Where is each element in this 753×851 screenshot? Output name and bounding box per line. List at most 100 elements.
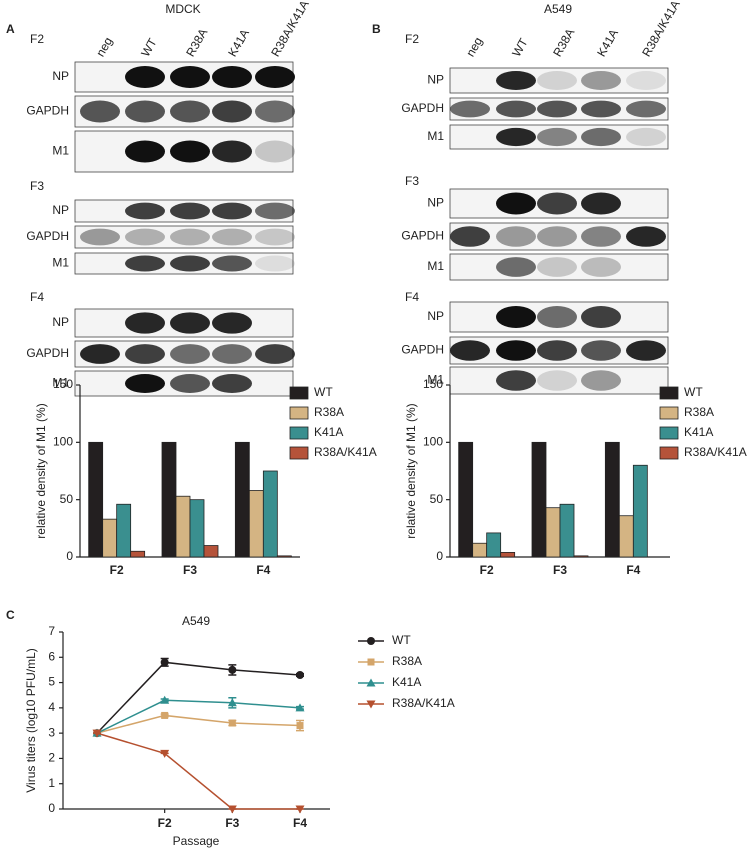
lane-label: WT <box>509 35 531 59</box>
blot-frame <box>74 225 294 249</box>
blot-band <box>212 140 252 163</box>
blot-band <box>496 340 536 361</box>
legend-marker <box>366 700 376 709</box>
legend-marker <box>367 637 375 645</box>
lane-label: R38A/K41A <box>639 0 682 59</box>
marker <box>227 698 237 707</box>
lane-label: R38A <box>550 26 577 59</box>
bar <box>189 499 205 558</box>
y-tick-label: 0 <box>48 801 55 815</box>
blot-band <box>212 344 252 364</box>
lane-label: K41A <box>225 27 252 59</box>
y-tick-label: 100 <box>53 435 73 449</box>
bar <box>632 464 648 558</box>
blot-band <box>581 370 621 391</box>
blot-band <box>255 202 295 220</box>
blot-band <box>170 228 210 246</box>
blot-band <box>125 344 165 364</box>
x-tick-label: F4 <box>256 563 270 577</box>
bar <box>102 518 118 558</box>
bar <box>161 441 177 558</box>
row-label: NP <box>427 196 444 210</box>
legend-label: R38A <box>684 405 714 419</box>
lane-label: WT <box>138 35 160 59</box>
legend-label: WT <box>392 633 411 647</box>
blot-band <box>450 226 490 247</box>
blot-frame <box>449 67 669 94</box>
bar <box>262 470 278 558</box>
y-tick-label: 4 <box>48 700 55 714</box>
legend-label: R38A/K41A <box>392 696 455 710</box>
blot-band <box>581 100 621 118</box>
legend-label: WT <box>684 385 703 399</box>
series-line <box>96 732 300 810</box>
row-label: M1 <box>427 259 444 273</box>
legend-label: WT <box>314 385 333 399</box>
legend-swatch <box>289 386 309 400</box>
bar <box>175 495 191 558</box>
bar <box>618 515 634 558</box>
y-tick-label: 150 <box>423 377 443 391</box>
blot-band <box>170 100 210 123</box>
blot-band <box>537 127 577 147</box>
legend-label: R38A <box>392 654 422 668</box>
legend-swatch <box>659 386 679 400</box>
x-tick-label: F3 <box>553 563 567 577</box>
blot-band <box>255 255 295 272</box>
y-tick-label: 50 <box>60 492 74 506</box>
blot-band <box>125 202 165 220</box>
row-label: GAPDH <box>26 104 69 118</box>
marker <box>161 711 169 719</box>
bar <box>604 441 620 558</box>
row-label: GAPDH <box>26 346 69 360</box>
y-tick-label: 100 <box>423 435 443 449</box>
bar <box>116 503 132 558</box>
blot-band <box>125 140 165 163</box>
marker <box>295 703 305 712</box>
legend-label: K41A <box>684 425 713 439</box>
bar <box>248 490 264 558</box>
blot-band <box>212 255 252 272</box>
blot-band <box>170 140 210 163</box>
bar <box>472 542 488 558</box>
row-label: NP <box>427 309 444 323</box>
x-axis-label: Passage <box>173 834 220 848</box>
panel-title: MDCK <box>165 2 200 16</box>
blot-band <box>496 370 536 391</box>
panel-letter: A <box>6 22 15 36</box>
blot-band <box>212 228 252 246</box>
blot-band <box>125 374 165 393</box>
row-label: M1 <box>427 129 444 143</box>
group-label: F3 <box>30 179 44 193</box>
blot-band <box>255 228 295 246</box>
bar <box>573 555 589 558</box>
blot-band <box>537 370 577 391</box>
row-label: NP <box>52 203 69 217</box>
x-tick-label: F2 <box>480 563 494 577</box>
row-label: NP <box>427 73 444 87</box>
y-tick-label: 1 <box>48 776 55 790</box>
blot-band <box>80 100 120 123</box>
blot-band <box>581 192 621 215</box>
blot-band <box>125 66 165 88</box>
blot-band <box>626 71 666 90</box>
blot-band <box>581 340 621 361</box>
chart-title: A549 <box>182 614 210 628</box>
y-tick-label: 0 <box>66 549 73 563</box>
bar <box>276 555 292 558</box>
x-tick-label: F3 <box>225 816 239 830</box>
marker <box>228 665 237 674</box>
lane-label: neg <box>93 35 115 59</box>
blot-band <box>170 202 210 220</box>
y-tick-label: 150 <box>53 377 73 391</box>
blot-band <box>80 344 120 364</box>
group-label: F2 <box>30 32 44 46</box>
blot-band <box>212 312 252 334</box>
y-tick-label: 0 <box>436 549 443 563</box>
panel-letter: C <box>6 608 15 622</box>
bar <box>203 545 219 558</box>
blot-band <box>626 100 666 118</box>
legend-swatch <box>659 406 679 420</box>
blot-band <box>125 100 165 123</box>
